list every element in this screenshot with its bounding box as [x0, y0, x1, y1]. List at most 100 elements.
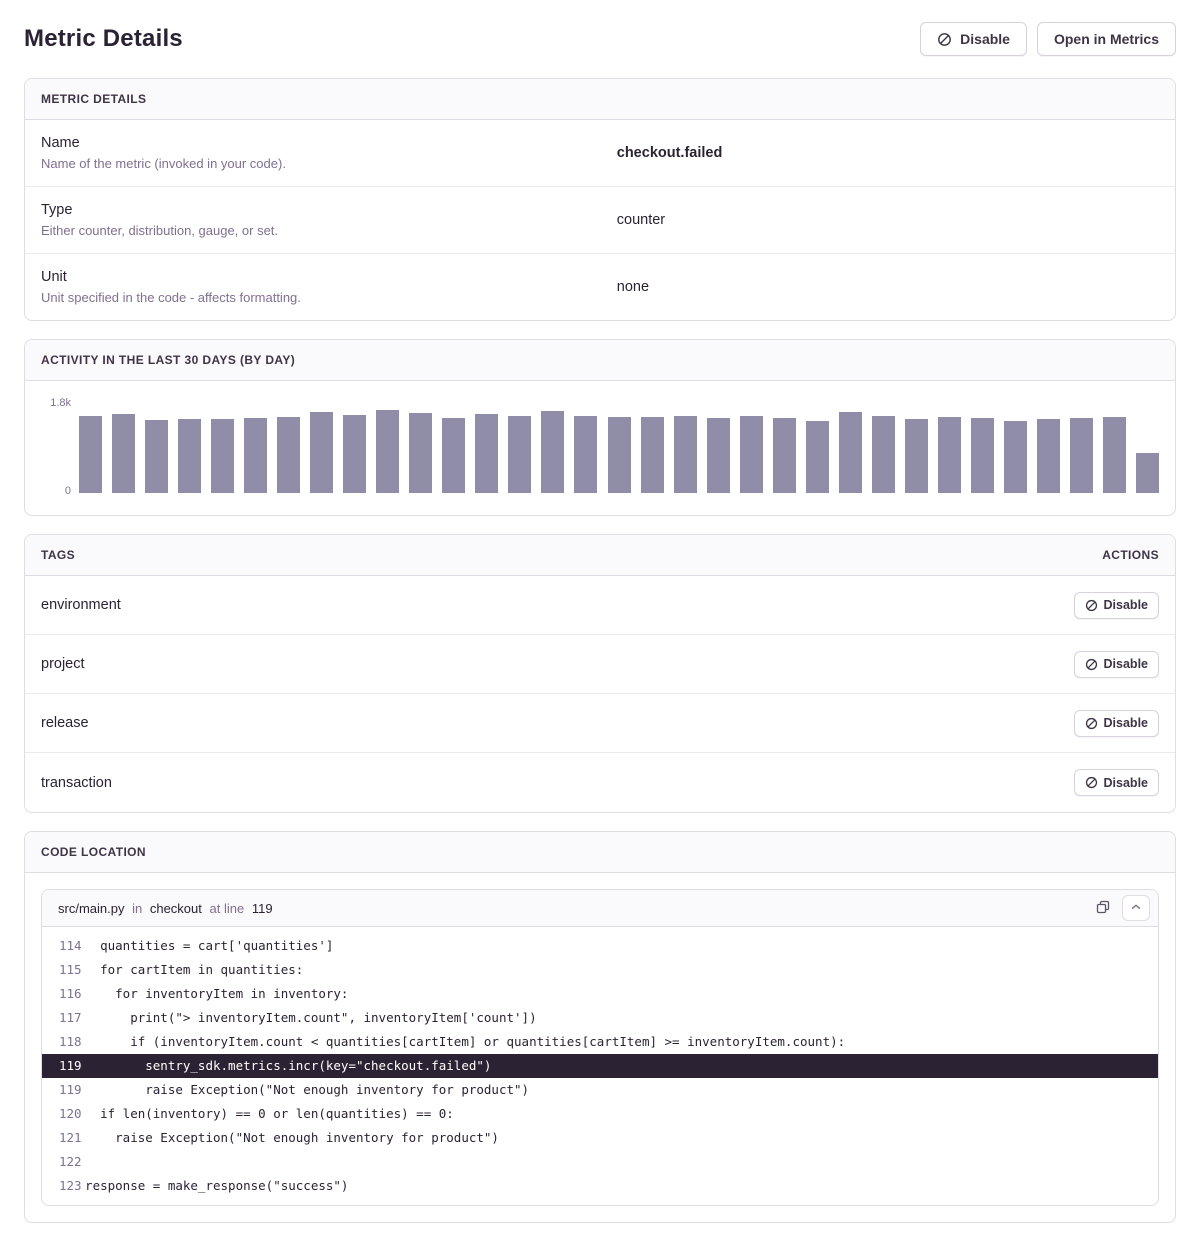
- ban-icon: [1085, 717, 1098, 730]
- code-in-word: in: [132, 900, 143, 916]
- code-location-panel-title: CODE LOCATION: [41, 845, 146, 859]
- tags-rows: environment Disable project Disable release D…: [25, 576, 1175, 812]
- disable-tag-button-label: Disable: [1103, 775, 1148, 790]
- page-header: Metric Details Disable Open in Metrics: [0, 0, 1200, 78]
- code-line-number: 123: [59, 1178, 82, 1193]
- activity-bar: [442, 418, 466, 493]
- code-line: 121 raise Exception("Not enough inventor…: [42, 1126, 1158, 1150]
- code-line-text: sentry_sdk.metrics.incr(key="checkout.fa…: [70, 1058, 492, 1073]
- metric-detail-row: Type Either counter, distribution, gauge,…: [25, 187, 1175, 254]
- code-line: 114 quantities = cart['quantities']: [42, 934, 1158, 958]
- disable-tag-button[interactable]: Disable: [1073, 769, 1159, 796]
- code-line-number: 114: [59, 938, 82, 953]
- code-line-number: 117: [59, 1010, 82, 1025]
- tags-panel-header: TAGS ACTIONS: [25, 535, 1175, 576]
- disable-tag-button-label: Disable: [1103, 716, 1148, 730]
- activity-panel: ACTIVITY IN THE LAST 30 DAYS (BY DAY) 1.…: [24, 339, 1176, 516]
- activity-bar: [343, 415, 367, 493]
- tag-row: environment Disable: [25, 576, 1175, 635]
- code-line: 116 for inventoryItem in inventory:: [42, 982, 1158, 1006]
- disable-tag-button-label: Disable: [1103, 657, 1148, 671]
- code-line-number: 119: [59, 1058, 82, 1073]
- disable-tag-button[interactable]: Disable: [1073, 591, 1159, 619]
- activity-bar: [970, 418, 994, 493]
- tag-name: project: [41, 656, 85, 672]
- code-line-text: if len(inventory) == 0 or len(quantities…: [70, 1106, 454, 1121]
- metric-detail-left: Name Name of the metric (invoked in your …: [41, 135, 617, 171]
- tag-row: transaction Disable: [25, 753, 1175, 812]
- metric-detail-description: Unit specified in the code - affects for…: [41, 290, 301, 305]
- tag-row: release Disable: [25, 694, 1175, 753]
- chart-bars-area: [79, 403, 1159, 493]
- code-location-panel: CODE LOCATION src/main.py in checkout at…: [24, 831, 1176, 1223]
- metric-detail-left: Unit Unit specified in the code - affects…: [41, 269, 617, 305]
- code-line-text: for cartItem in quantities:: [70, 962, 304, 977]
- header-actions: Disable Open in Metrics: [920, 22, 1176, 56]
- code-line: 122: [42, 1150, 1158, 1174]
- chevron-up-icon: [1129, 900, 1143, 917]
- activity-bar: [1003, 421, 1027, 493]
- activity-bar: [475, 414, 499, 493]
- metric-detail-description: Name of the metric (invoked in your code…: [41, 156, 286, 171]
- code-snippet-header: src/main.py in checkout at line 119: [42, 890, 1158, 927]
- activity-bar: [310, 412, 334, 493]
- metric-detail-label: Unit: [41, 269, 67, 285]
- ban-icon: [1085, 776, 1098, 789]
- code-line-reference: 119: [251, 900, 273, 916]
- metric-detail-left: Type Either counter, distribution, gauge,…: [41, 202, 617, 238]
- code-line: 123 response = make_response("success"): [42, 1174, 1158, 1198]
- code-line-text: response = make_response("success"): [70, 1178, 349, 1193]
- metric-details-rows: Name Name of the metric (invoked in your …: [25, 120, 1175, 320]
- metric-detail-value: counter: [616, 212, 666, 228]
- code-line: 117 print("> inventoryItem.count", inven…: [42, 1006, 1158, 1030]
- metric-detail-row: Name Name of the metric (invoked in your …: [25, 120, 1175, 187]
- disable-tag-button-label: Disable: [1103, 598, 1148, 612]
- activity-bar: [1102, 417, 1126, 493]
- code-line-number: 118: [59, 1034, 82, 1049]
- activity-bar: [211, 419, 235, 493]
- activity-bar: [277, 417, 301, 493]
- code-line-text: quantities = cart['quantities']: [70, 938, 334, 953]
- code-header-actions: [1090, 895, 1150, 921]
- page-title: Metric Details: [24, 25, 183, 52]
- copy-icon: [1095, 899, 1111, 918]
- ban-icon: [1085, 658, 1098, 671]
- code-line: 119 raise Exception("Not enough inventor…: [42, 1078, 1158, 1102]
- disable-tag-button[interactable]: Disable: [1073, 709, 1159, 737]
- disable-tag-button[interactable]: Disable: [1073, 650, 1159, 678]
- metric-details-panel-title: METRIC DETAILS: [41, 92, 147, 106]
- activity-bar: [1069, 418, 1093, 493]
- tags-panel-title: TAGS: [41, 548, 76, 562]
- code-line-text: raise Exception("Not enough inventory fo…: [70, 1130, 499, 1145]
- metric-detail-value: checkout.failed: [616, 145, 723, 161]
- activity-bar: [805, 421, 829, 493]
- code-line-text: raise Exception("Not enough inventory fo…: [70, 1082, 530, 1097]
- code-location-breadcrumb: src/main.py in checkout at line 119: [58, 901, 277, 916]
- code-line-number: 122: [59, 1154, 82, 1169]
- activity-bar: [640, 417, 664, 493]
- activity-bar: [112, 414, 136, 493]
- y-axis-max-label: 1.8k: [50, 397, 71, 409]
- code-line: 118 if (inventoryItem.count < quantities…: [42, 1030, 1158, 1054]
- activity-bar: [376, 410, 400, 493]
- code-line: 120 if len(inventory) == 0 or len(quanti…: [42, 1102, 1158, 1126]
- code-location-body: src/main.py in checkout at line 119: [25, 873, 1175, 1222]
- disable-metric-button[interactable]: Disable: [920, 22, 1027, 56]
- open-in-metrics-button[interactable]: Open in Metrics: [1036, 22, 1176, 56]
- activity-bar: [904, 419, 928, 493]
- metric-detail-value: none: [616, 279, 650, 295]
- code-at-line-words: at line: [209, 900, 245, 916]
- code-line-number: 116: [59, 986, 82, 1001]
- activity-bar: [244, 418, 268, 493]
- copy-code-button[interactable]: [1090, 896, 1116, 920]
- ban-icon: [937, 32, 952, 47]
- metric-details-panel: METRIC DETAILS Name Name of the metric (i…: [24, 78, 1176, 321]
- code-line-text: for inventoryItem in inventory:: [70, 986, 349, 1001]
- activity-bar: [541, 411, 565, 493]
- activity-panel-header: ACTIVITY IN THE LAST 30 DAYS (BY DAY): [25, 340, 1175, 381]
- activity-bar: [706, 418, 730, 493]
- activity-bar: [1036, 419, 1060, 493]
- metric-detail-label: Name: [41, 135, 80, 151]
- collapse-code-button[interactable]: [1122, 895, 1150, 921]
- activity-bar: [838, 412, 862, 493]
